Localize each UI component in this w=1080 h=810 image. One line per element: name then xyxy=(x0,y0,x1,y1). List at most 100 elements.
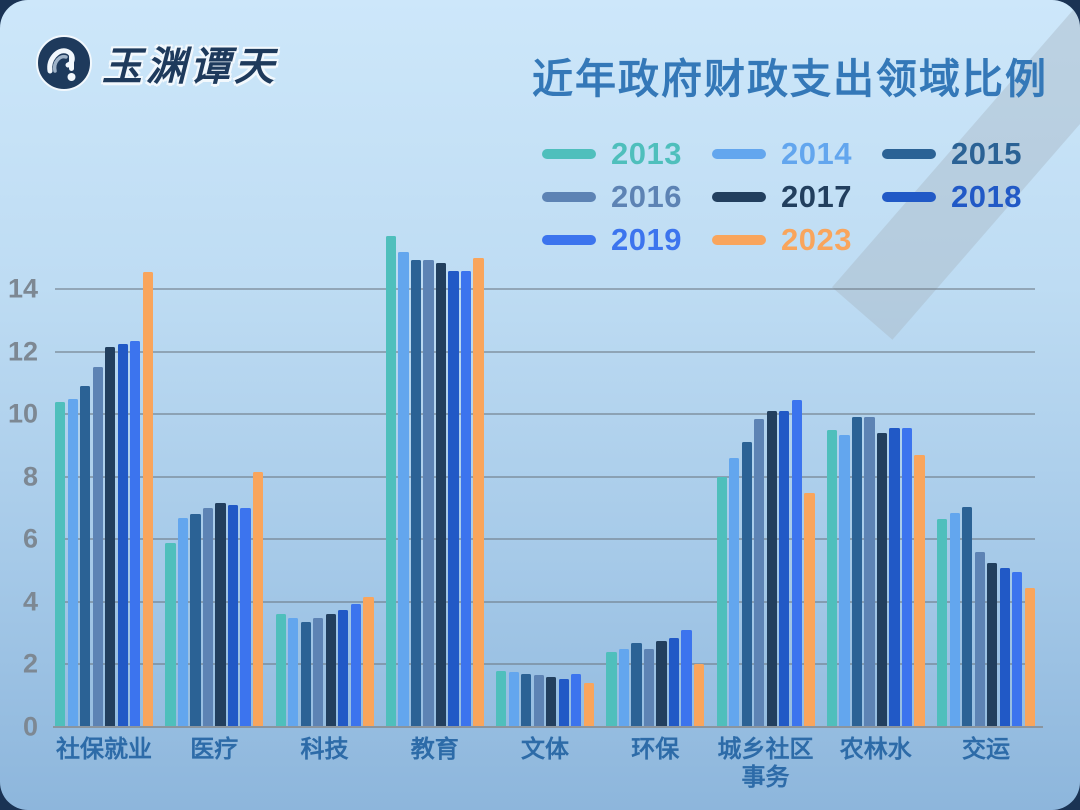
bar-2016 xyxy=(92,367,103,727)
y-tick-label: 14 xyxy=(7,273,38,304)
bar-2019 xyxy=(1012,572,1023,727)
bar-2016 xyxy=(643,648,655,727)
bar-groups xyxy=(55,233,1035,727)
bar-2014 xyxy=(508,672,519,727)
legend-item-2019: 2019 xyxy=(542,221,712,257)
bar-2023 xyxy=(1024,587,1035,727)
legend-item-2017: 2017 xyxy=(712,178,882,214)
bar-2015 xyxy=(521,673,532,727)
bar-2017 xyxy=(987,562,998,727)
bar-2017 xyxy=(435,262,447,727)
bar-2013 xyxy=(937,519,948,727)
bar-2013 xyxy=(826,429,838,727)
legend-swatch xyxy=(712,148,766,159)
bar-2016 xyxy=(423,259,434,727)
logo: 玉渊谭天 xyxy=(36,34,278,92)
legend-label: 2014 xyxy=(781,135,852,171)
bar-2014 xyxy=(67,398,78,727)
legend-item-2015: 2015 xyxy=(882,135,1022,171)
bar-2019 xyxy=(130,340,141,727)
bar-2017 xyxy=(876,433,888,727)
bar-2019 xyxy=(460,270,472,727)
bar-group-6 xyxy=(606,233,705,727)
bar-2016 xyxy=(754,419,765,727)
logo-text: 玉渊谭天 xyxy=(102,44,278,89)
legend-label: 2019 xyxy=(611,221,682,257)
bar-2016 xyxy=(202,508,214,727)
category-label: 教育 xyxy=(410,736,459,763)
bar-2017 xyxy=(656,641,667,727)
bar-2018 xyxy=(889,428,900,727)
category-label: 医疗 xyxy=(190,736,239,763)
bar-group-7 xyxy=(716,233,815,727)
legend-item-2014: 2014 xyxy=(712,135,882,171)
bar-2023 xyxy=(142,272,153,727)
bar-2015 xyxy=(741,442,752,727)
x-axis-category-labels: 社保就业 医疗 科技 教育 文体 环保 城乡社区事务 农林水 交运 xyxy=(55,736,1035,791)
plot-area xyxy=(53,233,1043,728)
bar-2014 xyxy=(177,517,189,727)
bar-2023 xyxy=(804,492,815,727)
bar-2014 xyxy=(618,648,630,727)
bar-2013 xyxy=(716,476,727,727)
bar-2019 xyxy=(571,673,582,727)
bar-group-5 xyxy=(496,233,594,727)
bar-2019 xyxy=(681,630,692,727)
chart-legend: 2013 2014 2015 2016 2017 2018 2019 2023 xyxy=(542,135,1022,257)
legend-item-2016: 2016 xyxy=(542,178,712,214)
bar-2016 xyxy=(864,417,875,727)
bar-2013 xyxy=(385,236,397,727)
bar-group-9 xyxy=(937,233,1035,727)
bar-2015 xyxy=(80,386,91,727)
legend-swatch xyxy=(882,148,936,159)
bar-2018 xyxy=(999,567,1010,727)
bar-2014 xyxy=(839,434,850,727)
legend-label: 2023 xyxy=(781,221,852,257)
category-label: 农林水 xyxy=(839,736,912,763)
gridline xyxy=(55,350,1035,353)
category-label: 文体 xyxy=(521,736,569,763)
bar-2013 xyxy=(165,542,176,727)
category-label: 交运 xyxy=(962,736,1010,763)
bar-2013 xyxy=(55,401,66,727)
bar-2023 xyxy=(252,472,264,727)
legend-label: 2015 xyxy=(951,135,1022,171)
bar-2015 xyxy=(962,506,973,727)
bar-2017 xyxy=(105,347,116,727)
bar-2016 xyxy=(974,551,985,727)
bar-2013 xyxy=(606,651,617,727)
legend-swatch xyxy=(712,234,766,245)
y-tick-label: 2 xyxy=(22,648,38,679)
legend-label: 2016 xyxy=(611,178,682,214)
bar-2017 xyxy=(325,614,336,727)
y-axis: 0 2 4 6 8 10 12 14 xyxy=(0,233,44,742)
bar-2023 xyxy=(693,664,705,727)
legend-swatch xyxy=(882,191,936,202)
category-label: 环保 xyxy=(631,736,680,763)
gridline xyxy=(55,475,1035,478)
bar-2018 xyxy=(668,637,680,727)
bar-2019 xyxy=(240,508,251,727)
gridline xyxy=(55,413,1035,416)
bar-group-1 xyxy=(55,233,153,727)
bar-2018 xyxy=(338,609,349,727)
bar-2019 xyxy=(791,400,802,727)
bar-group-8 xyxy=(826,233,925,727)
bar-2014 xyxy=(729,458,740,727)
gridline xyxy=(55,288,1035,291)
legend-label: 2017 xyxy=(781,178,852,214)
bar-2016 xyxy=(313,617,324,727)
bar-2023 xyxy=(473,258,484,727)
y-tick-label: 4 xyxy=(22,586,38,617)
bar-2017 xyxy=(766,411,777,727)
legend-swatch xyxy=(542,234,596,245)
legend-swatch xyxy=(712,191,766,202)
x-axis-line xyxy=(53,725,1043,728)
y-tick-label: 8 xyxy=(22,461,38,492)
bar-2018 xyxy=(117,344,128,727)
y-tick-label: 0 xyxy=(22,711,38,742)
bar-2018 xyxy=(448,270,459,727)
gridline xyxy=(55,663,1035,666)
bar-group-3 xyxy=(275,233,374,727)
